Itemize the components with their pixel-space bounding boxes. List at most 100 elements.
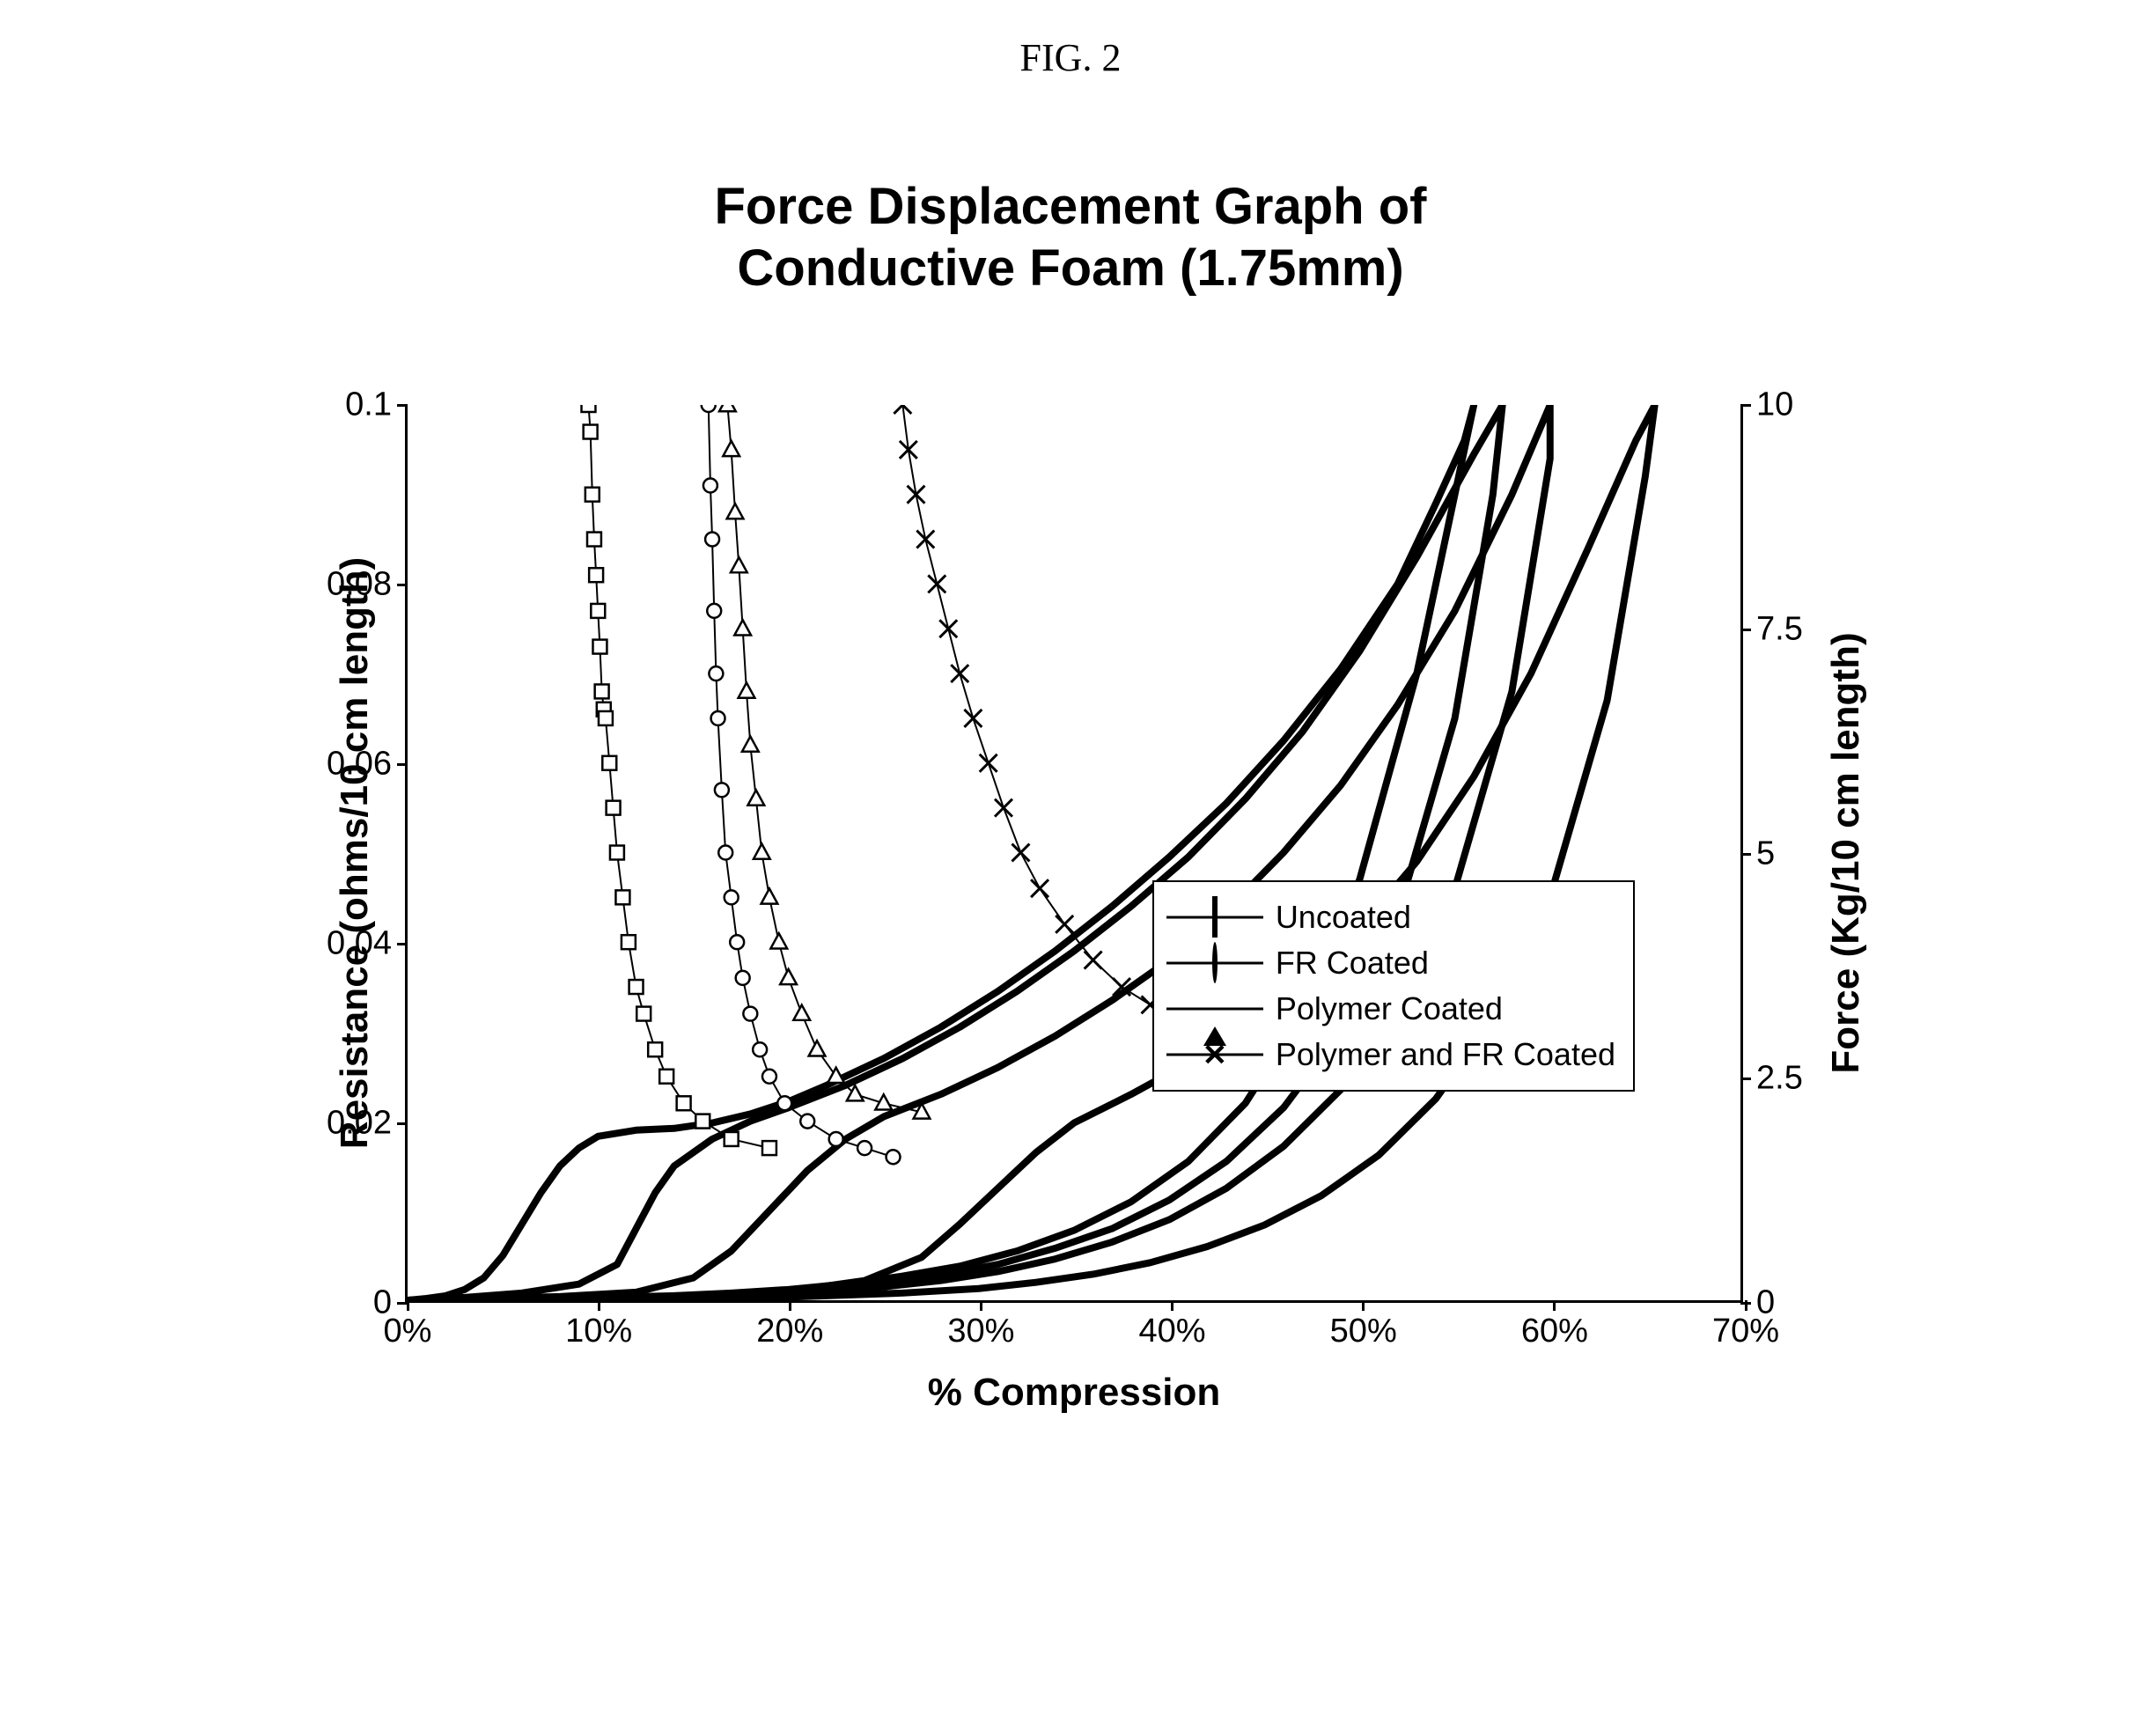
y2-tick-mark (1740, 1078, 1751, 1080)
square-marker (648, 1042, 662, 1056)
x-axis-label: % Compression (928, 1371, 1221, 1415)
circle-marker (887, 1150, 901, 1164)
legend-label: FR Coated (1276, 945, 1429, 982)
triangle-marker (754, 844, 770, 859)
y2-tick-mark (1740, 1302, 1751, 1305)
legend-swatch (1166, 900, 1263, 935)
square-marker (584, 425, 598, 439)
x-marker (908, 486, 925, 504)
x-marker (1031, 879, 1048, 897)
circle-marker (725, 890, 739, 904)
square-marker (762, 1141, 776, 1155)
y1-axis-label: Resistance (ohms/10 cm length) (333, 556, 377, 1148)
triangle-marker (780, 969, 797, 984)
triangle-marker (739, 682, 755, 697)
legend-label: Polymer Coated (1276, 990, 1503, 1027)
square-marker (695, 1114, 710, 1129)
legend: Uncoated FR Coated Polymer Coated ✕ Polymer … (1152, 880, 1635, 1092)
triangle-marker (809, 1041, 826, 1056)
circle-marker (743, 1007, 757, 1021)
square-marker (725, 1132, 739, 1146)
y1-tick-mark (397, 943, 408, 945)
legend-swatch (1166, 991, 1263, 1026)
x-tick-label: 10% (565, 1313, 632, 1350)
y1-tick-label: 0.06 (327, 746, 392, 783)
chart-title: Force Displacement Graph of Conductive F… (0, 176, 2141, 298)
y1-tick-label: 0.08 (327, 566, 392, 604)
circle-marker (718, 846, 732, 860)
y2-tick-label: 10 (1756, 386, 1793, 424)
square-marker (622, 935, 636, 949)
x-marker (916, 531, 934, 548)
y1-tick-mark (397, 404, 408, 407)
triangle-marker (734, 620, 751, 635)
square-marker (607, 801, 621, 815)
circle-marker (705, 533, 719, 547)
x-marker (995, 799, 1012, 817)
force-curve (408, 405, 1550, 1300)
square-marker (610, 846, 624, 860)
x-marker (1085, 952, 1102, 969)
x-marker (928, 575, 945, 592)
y1-tick-mark (397, 1122, 408, 1125)
square-marker (636, 1007, 651, 1021)
legend-item: Uncoated (1166, 894, 1615, 940)
circle-marker (711, 711, 725, 725)
x-marker (939, 620, 957, 637)
y2-tick-label: 0 (1756, 1284, 1775, 1322)
triangle-marker (793, 1005, 810, 1020)
y2-tick-label: 5 (1756, 835, 1775, 873)
circle-marker (707, 604, 721, 618)
x-tick-mark (1362, 1300, 1365, 1311)
x-tick-label: 20% (756, 1313, 823, 1350)
triangle-marker (761, 888, 778, 903)
triangle-marker (770, 933, 787, 948)
legend-item: ✕ Polymer and FR Coated (1166, 1032, 1615, 1078)
x-tick-mark (1171, 1300, 1174, 1311)
square-marker (582, 405, 596, 412)
circle-marker (800, 1114, 814, 1129)
circle-marker (857, 1141, 872, 1155)
x-icon: ✕ (1203, 1036, 1228, 1073)
y1-tick-mark (397, 1302, 408, 1305)
square-marker (602, 756, 616, 770)
circle-marker (762, 1070, 776, 1084)
x-tick-label: 40% (1139, 1313, 1206, 1350)
plot-area: Resistance (ohms/10 cm length) Force (Kg… (405, 405, 1743, 1303)
y1-tick-label: 0.04 (327, 925, 392, 963)
figure-label: FIG. 2 (0, 35, 2141, 80)
x-marker (1012, 844, 1029, 862)
triangle-marker (719, 405, 736, 411)
x-tick-mark (980, 1300, 982, 1311)
chart-title-line2: Conductive Foam (1.75mm) (0, 238, 2141, 299)
chart-svg (408, 405, 1740, 1300)
page: FIG. 2 Force Displacement Graph of Condu… (0, 0, 2141, 1736)
x-tick-mark (598, 1300, 600, 1311)
chart-title-line1: Force Displacement Graph of (0, 176, 2141, 238)
x-marker (1056, 916, 1073, 933)
x-tick-mark (789, 1300, 791, 1311)
y1-tick-mark (397, 763, 408, 766)
y2-tick-mark (1740, 404, 1751, 407)
legend-label: Uncoated (1276, 899, 1411, 936)
triangle-marker (727, 504, 744, 519)
x-marker (980, 754, 997, 772)
legend-label: Polymer and FR Coated (1276, 1036, 1615, 1073)
square-marker (599, 711, 613, 725)
triangle-marker (723, 441, 739, 456)
circle-marker (709, 666, 723, 680)
square-marker (677, 1096, 691, 1110)
square-icon (1212, 899, 1218, 936)
triangle-marker (742, 736, 759, 751)
x-tick-mark (1553, 1300, 1556, 1311)
circle-marker (703, 479, 717, 493)
y2-tick-label: 7.5 (1756, 611, 1803, 649)
triangle-marker (747, 791, 764, 805)
square-marker (585, 488, 600, 502)
force-curve (408, 405, 1474, 1300)
x-tick-label: 30% (947, 1313, 1014, 1350)
y1-tick-label: 0.02 (327, 1105, 392, 1143)
circle-marker (753, 1042, 767, 1056)
square-marker (615, 890, 629, 904)
y1-tick-label: 0.1 (345, 386, 392, 424)
